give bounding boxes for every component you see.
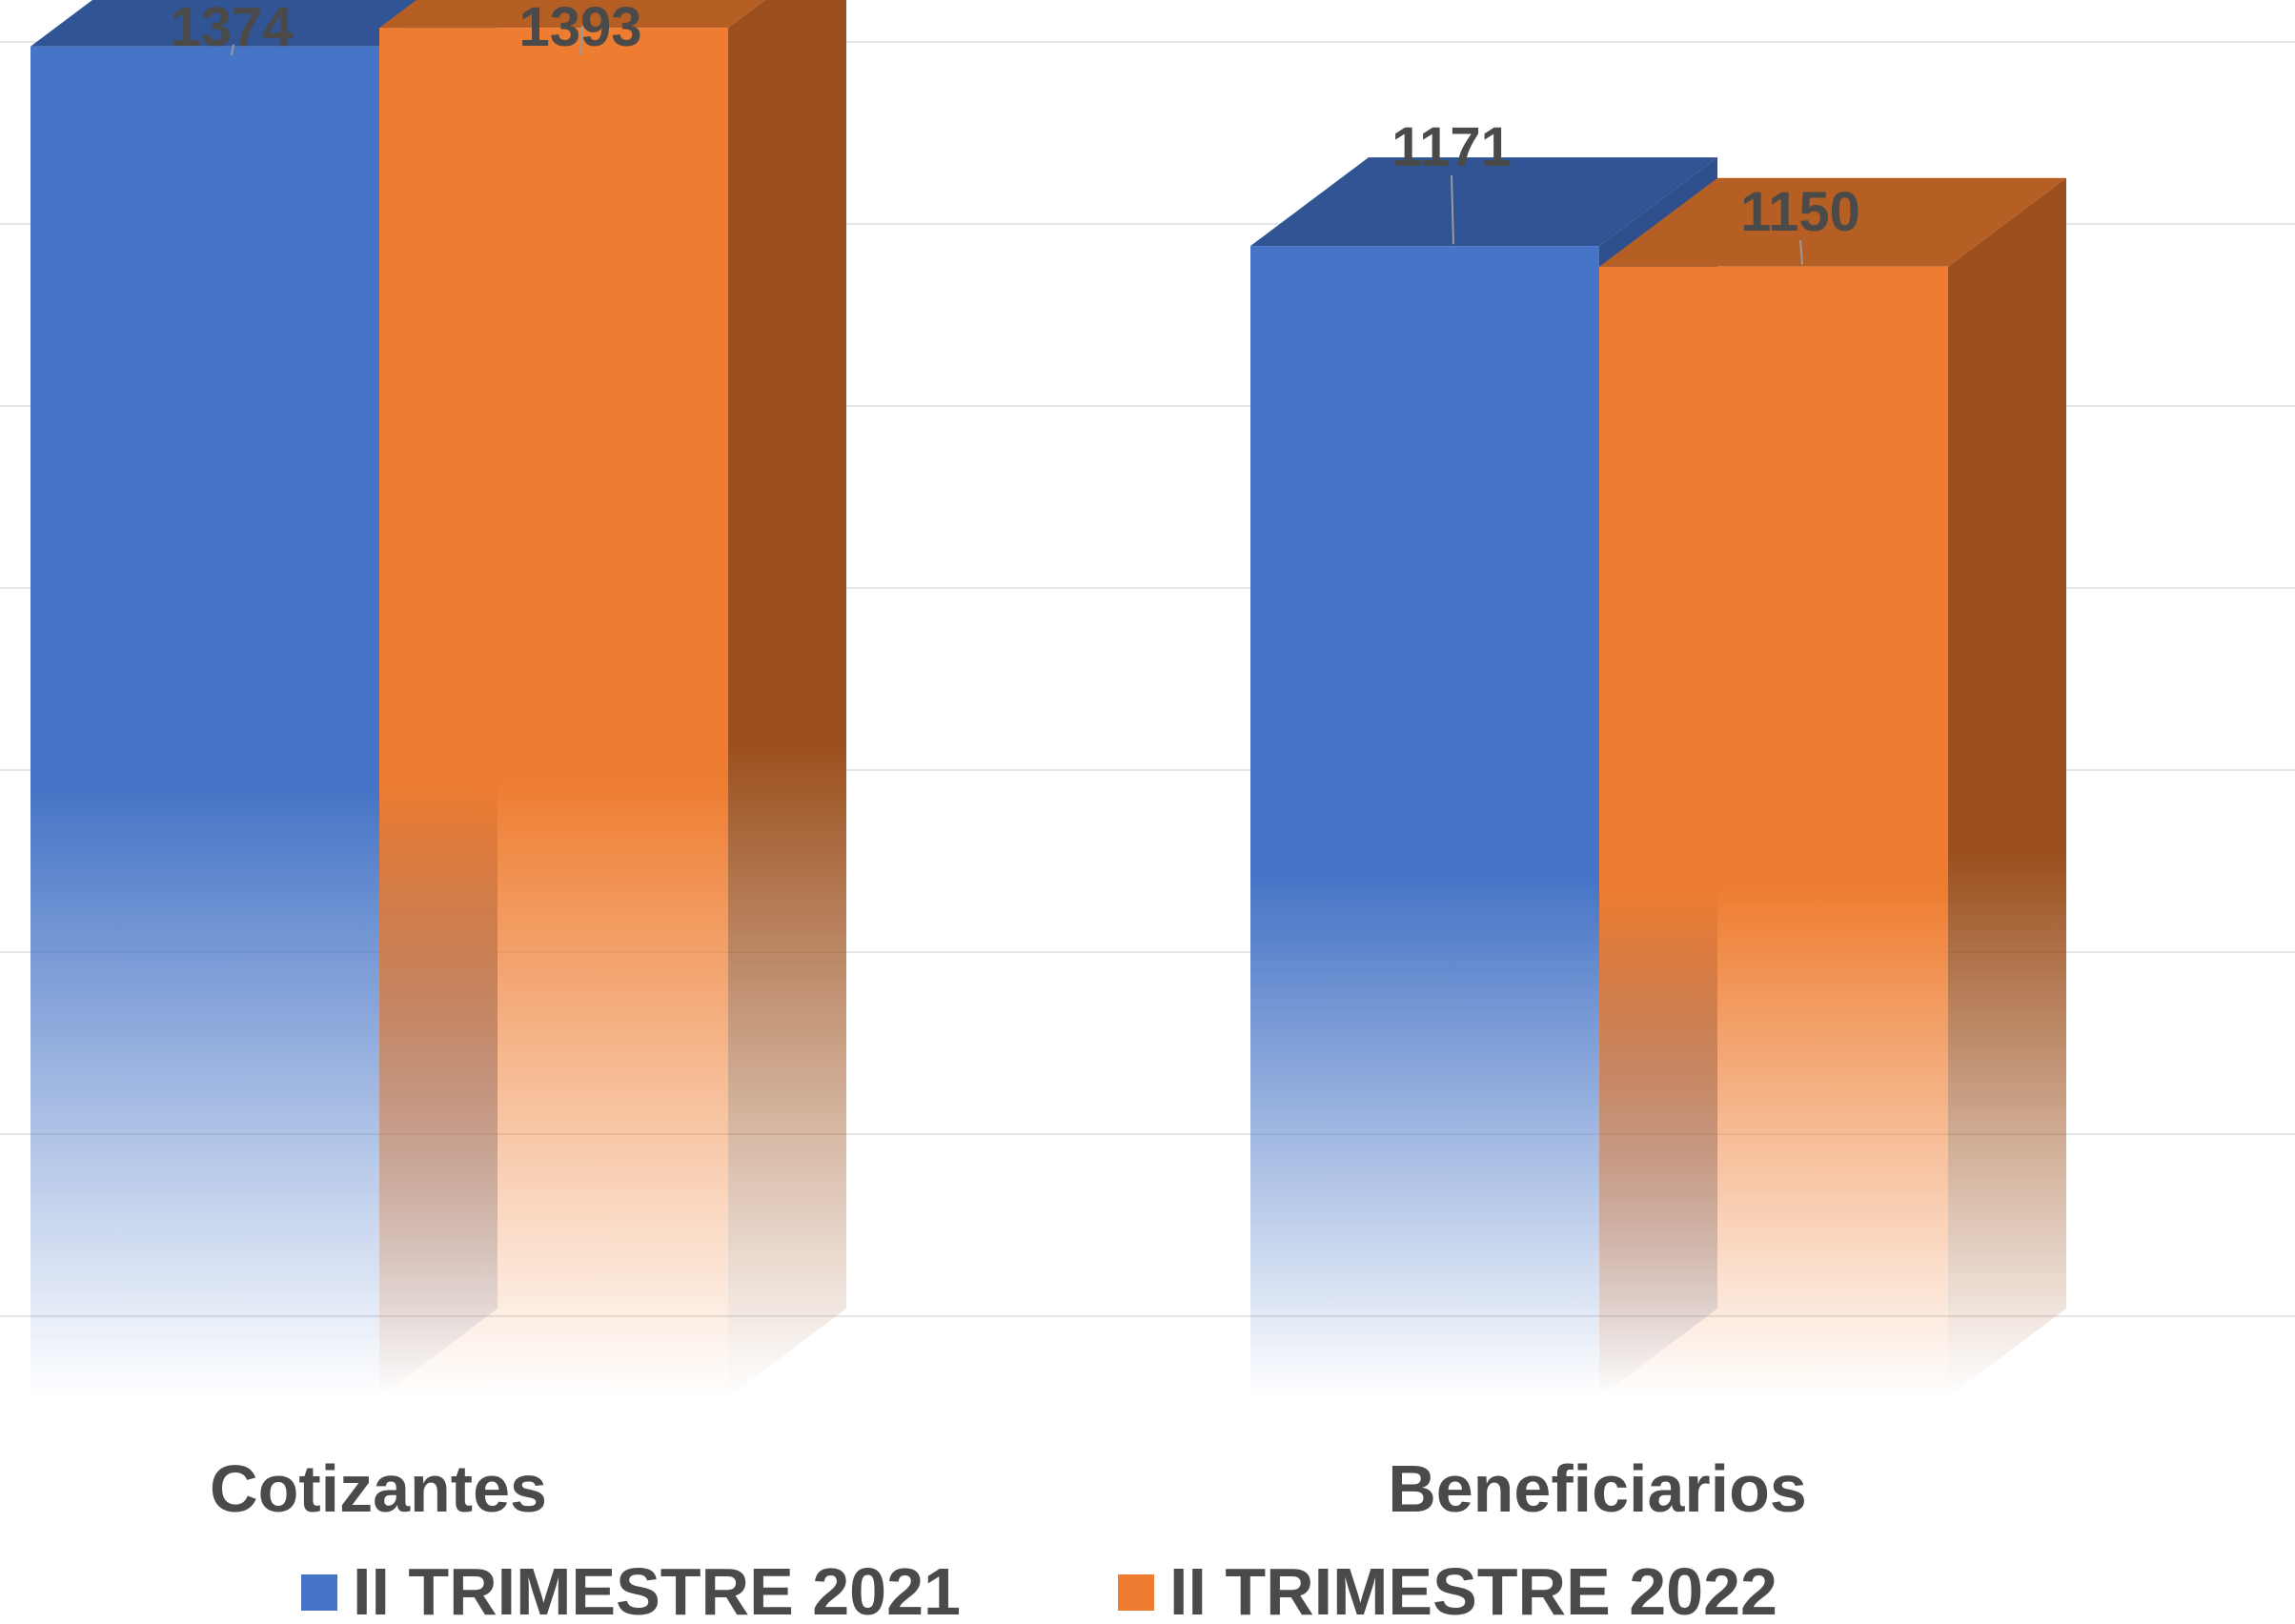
bar-cotizantes-ii-trimestre-2021-top	[30, 0, 441, 47]
bar-cotizantes-ii-trimestre-2022-top	[379, 0, 765, 29]
legend-swatch	[1118, 1574, 1154, 1611]
legend-swatch	[301, 1574, 337, 1611]
bar-cotizantes-ii-trimestre-2022	[379, 0, 846, 1398]
data-label-beneficiarios-ii-trimestre-2022: 1150	[1740, 181, 1860, 243]
data-label-beneficiarios-ii-trimestre-2021: 1171	[1391, 116, 1512, 178]
bar-beneficiarios-ii-trimestre-2021-front	[1250, 246, 1599, 1397]
bar-cotizantes-ii-trimestre-2021-front	[30, 46, 379, 1398]
bar-cotizantes-ii-trimestre-2022-side	[728, 0, 846, 1397]
legend-label: II TRIMESTRE 2021	[353, 1554, 961, 1624]
leader-line	[1799, 239, 1803, 265]
category-labels: Cotizantes Beneficiarios	[210, 1451, 1807, 1526]
data-label-cotizantes-ii-trimestre-2022: 1393	[518, 0, 641, 58]
leader-line	[579, 26, 583, 56]
bar-beneficiarios-ii-trimestre-2021-top	[1250, 157, 1717, 247]
legend-item-ii-trimestre-2021: II TRIMESTRE 2021	[301, 1554, 961, 1624]
leader-line	[231, 44, 234, 56]
data-label-cotizantes-ii-trimestre-2021: 1374	[170, 0, 293, 58]
bar-beneficiarios-ii-trimestre-2022-side	[1948, 177, 2066, 1397]
legend: II TRIMESTRE 2021 II TRIMESTRE 2022	[301, 1554, 1777, 1624]
bars	[30, 0, 2066, 1398]
data-labels: 1374 1393 1171 1150	[170, 0, 1860, 265]
category-label-beneficiarios: Beneficiarios	[1388, 1451, 1807, 1526]
leader-line	[1451, 174, 1454, 245]
legend-label: II TRIMESTRE 2022	[1169, 1554, 1777, 1624]
bar-beneficiarios-ii-trimestre-2022	[1599, 177, 2066, 1397]
category-label-cotizantes: Cotizantes	[210, 1451, 547, 1526]
bar-beneficiarios-ii-trimestre-2022-top	[1599, 177, 2066, 267]
bar-beneficiarios-ii-trimestre-2022-front	[1599, 266, 1948, 1397]
legend-item-ii-trimestre-2022: II TRIMESTRE 2022	[1118, 1554, 1777, 1624]
bar-cotizantes-ii-trimestre-2022-front	[379, 28, 728, 1398]
